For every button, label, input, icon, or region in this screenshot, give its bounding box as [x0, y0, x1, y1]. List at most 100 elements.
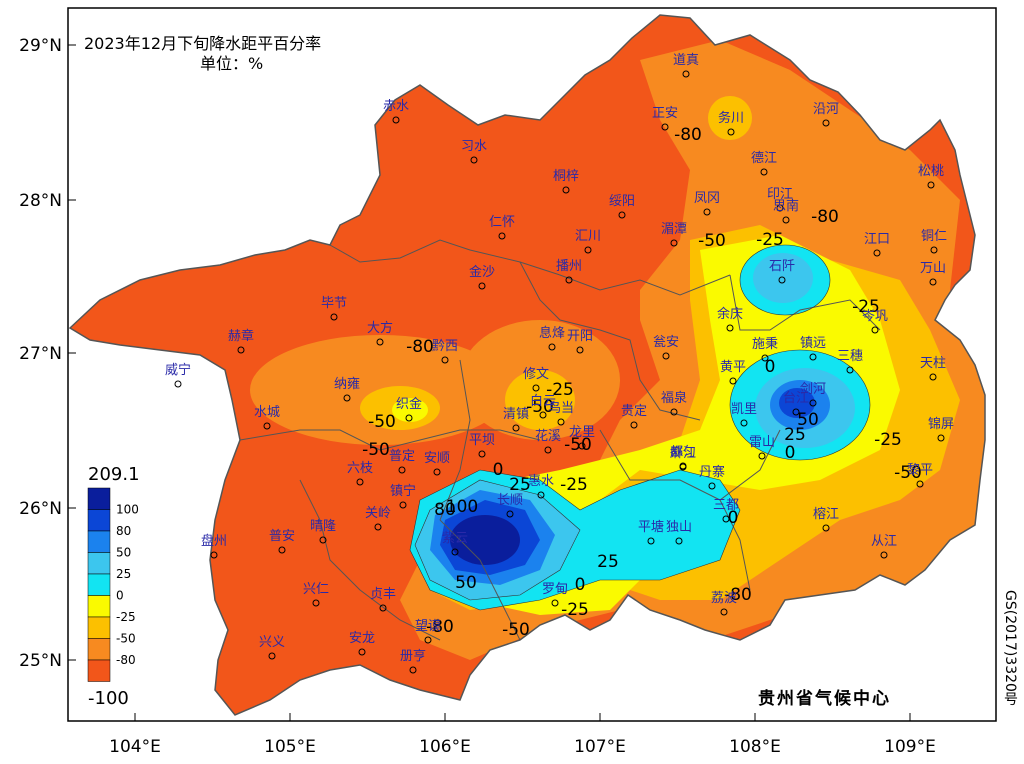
station-name: 罗甸	[542, 582, 568, 597]
station-marker	[778, 276, 786, 284]
station-name: 黎平	[907, 463, 933, 478]
station-marker	[929, 278, 937, 286]
contour-label: -50	[502, 620, 530, 640]
contour-label: 0	[728, 508, 739, 528]
station-name: 凯里	[731, 402, 757, 417]
contour-label: -80	[426, 617, 454, 637]
station-name: 道真	[673, 53, 699, 68]
station: 乌当	[548, 400, 574, 426]
contour-label: -50	[362, 440, 390, 460]
station: 关岭	[365, 506, 391, 531]
station: 黔西	[432, 339, 458, 364]
station-marker	[263, 422, 271, 430]
station-name: 龙里	[569, 425, 595, 440]
station-name: 毕节	[321, 296, 347, 311]
station-name: 务川	[718, 110, 744, 126]
station-marker	[409, 666, 417, 674]
station-name: 雷山	[749, 435, 775, 450]
station: 普安	[269, 529, 295, 554]
station-marker	[268, 652, 276, 660]
contour-label: -80	[674, 125, 702, 145]
station-marker	[822, 524, 830, 532]
station-name: 惠水	[528, 474, 554, 489]
station: 天柱	[920, 356, 946, 381]
station-marker	[565, 276, 573, 284]
lon-labels: 104°E 105°E 106°E 107°E 108°E 109°E	[109, 737, 936, 757]
contour-label: -80	[406, 337, 434, 357]
station-marker	[478, 450, 486, 458]
station: 开阳	[567, 329, 593, 354]
station-name: 兴仁	[303, 582, 329, 597]
station-marker	[405, 414, 413, 422]
station-marker	[930, 246, 938, 254]
agency-name: 贵州省气候中心	[758, 689, 891, 709]
contour-label: -25	[546, 380, 574, 400]
station-name: 黄平	[720, 360, 746, 375]
station: 修文	[523, 367, 549, 392]
station-marker	[537, 491, 545, 499]
station: 威宁	[165, 362, 191, 388]
station-marker	[726, 324, 734, 332]
station-marker	[562, 186, 570, 194]
legend-swatch	[87, 638, 111, 661]
legend-level-label: 0	[116, 589, 124, 603]
station: 瓮安	[653, 335, 679, 360]
station-marker	[451, 548, 459, 556]
station: 黄平	[720, 360, 746, 385]
station-marker	[618, 211, 626, 219]
station: 绥阳	[609, 194, 635, 219]
station: 印江	[767, 187, 793, 212]
station: 松桃	[918, 164, 944, 189]
station: 余庆	[717, 306, 743, 332]
station-name: 关岭	[365, 506, 391, 521]
station-marker	[548, 343, 556, 351]
station: 三穗	[837, 349, 863, 374]
station: 息烽	[539, 325, 565, 351]
station: 桐梓	[553, 169, 579, 194]
station-name: 铜仁	[921, 229, 947, 244]
station: 平坝	[469, 433, 495, 458]
axis-ticks	[68, 44, 911, 721]
lat-label: 27°N	[19, 344, 62, 364]
station-name: 印江	[767, 187, 793, 202]
contour-labels: -80-80-80-80-80-50-50-50-50-50-50-25-25-…	[362, 125, 922, 640]
station-marker	[557, 418, 565, 426]
legend-level-label: 25	[116, 567, 131, 581]
station-marker	[433, 468, 441, 476]
station-name: 盘州	[201, 533, 227, 549]
station-marker	[675, 537, 683, 545]
station: 平塘	[638, 519, 664, 545]
station: 榕江	[813, 507, 839, 532]
station-name: 石阡	[769, 259, 795, 274]
station: 贵定	[621, 404, 647, 429]
contour-label: -25	[874, 430, 902, 450]
station-marker	[330, 313, 338, 321]
station-name: 荔波	[711, 591, 737, 606]
station-name: 平塘	[638, 519, 664, 535]
unit-label: 单位：%	[200, 54, 264, 73]
station-name: 播州	[556, 259, 582, 274]
station-name: 丹寨	[699, 464, 725, 480]
contour-label: -25	[852, 297, 880, 317]
station-name: 万山	[920, 261, 946, 276]
station-name: 白云	[530, 393, 556, 409]
station-name: 从江	[871, 534, 897, 549]
station-name: 安顺	[424, 451, 450, 466]
legend-swatch	[87, 595, 111, 618]
station-name: 都匀	[670, 445, 696, 460]
station-name: 修文	[523, 367, 549, 382]
legend-swatch	[87, 659, 111, 682]
legend-level-label: 100	[116, 503, 139, 517]
station: 万山	[920, 261, 946, 286]
legend-swatch	[87, 573, 111, 596]
lat-label: 29°N	[19, 36, 62, 56]
contour-label: -80	[811, 207, 839, 227]
station-marker	[424, 636, 432, 644]
station-marker	[398, 466, 406, 474]
station: 花溪	[535, 428, 561, 454]
station: 大方	[367, 320, 393, 346]
station-name: 晴隆	[310, 519, 336, 534]
station: 金沙	[469, 264, 495, 290]
station: 长顺	[497, 493, 523, 518]
